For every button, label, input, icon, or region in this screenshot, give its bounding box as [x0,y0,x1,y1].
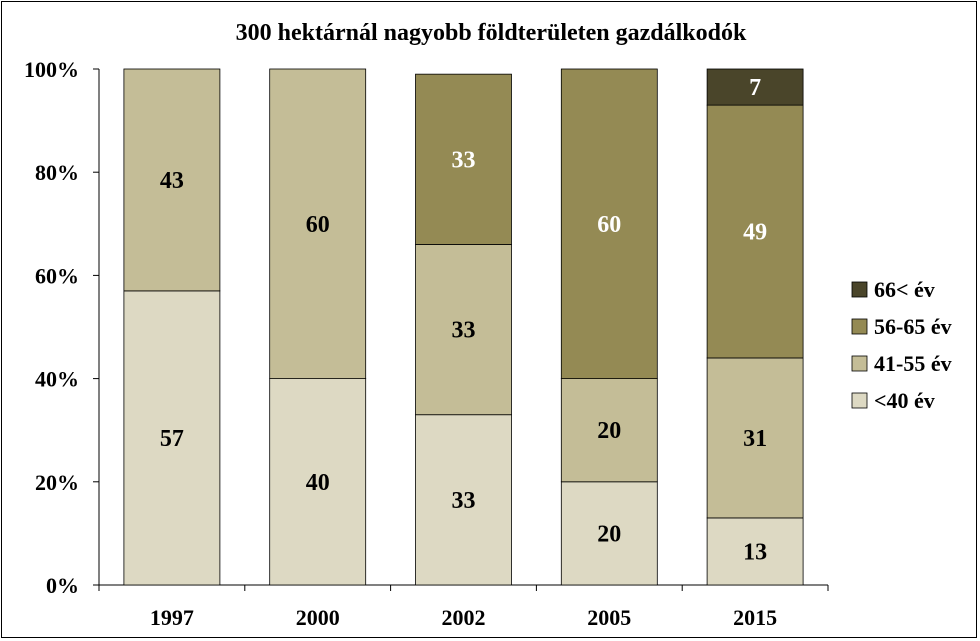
data-label: 43 [160,168,184,194]
y-tick-label: 80% [35,160,79,185]
data-label: 49 [743,220,767,246]
bar-segment [123,68,221,292]
bar-segment [560,68,658,380]
legend-label: 56-65 év [874,314,952,339]
x-tick-label: 1997 [150,605,194,630]
x-tick-label: 2005 [587,605,631,630]
bar-segment [706,357,804,519]
legend-swatch [851,392,868,409]
x-tick-label: 2000 [296,605,340,630]
bar-segment [560,378,658,483]
data-label: 7 [749,75,761,101]
bar-segment [415,414,512,586]
y-tick-label: 0% [46,573,79,598]
data-label: 20 [597,521,621,547]
legend-label: 41-55 év [874,351,952,376]
data-label: 33 [452,318,476,344]
x-tick-label: 2002 [442,605,486,630]
legend: 66< év 56-65 év 41-55 év <40 év [851,277,952,413]
data-label: 60 [306,212,330,238]
data-label: 40 [306,470,330,496]
bar-segment [706,517,804,586]
y-tick-label: 20% [35,470,79,495]
chart-title: 300 hektárnál nagyobb földterületen gazd… [236,20,747,46]
legend-swatch [851,281,868,298]
data-label: 33 [452,488,476,514]
axes: 0% 20% 40% 60% 80% 100% 1997 2000 2002 2005 2015 [24,57,829,630]
bar-segment [706,68,804,106]
data-label: 33 [452,147,476,173]
bar-segment [415,244,512,416]
bar-segment [123,290,221,586]
data-label: 60 [597,212,621,238]
bars: 57 43 40 60 33 33 33 20 20 60 13 31 49 7 [123,68,804,586]
bar-segment [269,378,367,586]
legend-label: 66< év [874,277,935,302]
y-tick-label: 40% [35,367,79,392]
data-label: 57 [160,426,184,452]
y-tick-label: 100% [24,57,79,82]
bar-segment [560,481,658,586]
bar-segment [415,73,512,245]
y-tick-label: 60% [35,263,79,288]
bar-segment [706,104,804,359]
legend-swatch [851,318,868,335]
x-tick-label: 2015 [733,605,777,630]
data-label: 13 [743,539,767,565]
legend-swatch [851,355,868,372]
data-label: 20 [597,418,621,444]
data-label: 31 [743,426,767,452]
legend-label: <40 év [874,388,935,413]
bar-segment [269,68,367,380]
